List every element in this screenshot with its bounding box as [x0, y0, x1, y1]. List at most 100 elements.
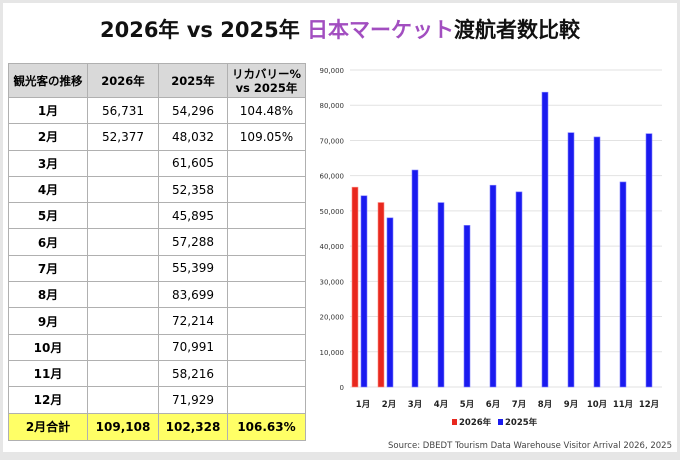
- table-cell: 83,699: [158, 281, 228, 309]
- table-cell: [87, 386, 159, 414]
- x-tick-label: 6月: [486, 400, 500, 410]
- table-cell: 7月: [8, 254, 88, 283]
- y-tick-label: 50,000: [320, 208, 345, 216]
- source-note: Source: DBEDT Tourism Data Warehouse Vis…: [388, 441, 672, 451]
- table-cell: 3月: [8, 149, 88, 177]
- y-tick-label: 90,000: [320, 67, 345, 75]
- table-cell: [87, 333, 159, 361]
- x-tick-label: 2月: [382, 400, 396, 410]
- table-cell: [227, 359, 306, 388]
- y-tick-label: 10,000: [320, 349, 345, 357]
- bar-2025: [541, 91, 549, 388]
- table-cell: [87, 228, 159, 256]
- table-cell: [227, 386, 306, 414]
- table-cell: [87, 281, 159, 309]
- bar-2025: [619, 181, 627, 388]
- table-cell: [87, 149, 159, 177]
- table-cell: 48,032: [158, 123, 228, 151]
- table-cell: 55,399: [158, 254, 228, 283]
- x-tick-label: 7月: [512, 400, 526, 410]
- bar-2025: [489, 184, 497, 388]
- column-header: 観光客の推移: [8, 63, 88, 98]
- table-cell: 52,358: [158, 175, 228, 204]
- total-cell: 109,108: [87, 412, 159, 441]
- table-cell: 72,214: [158, 307, 228, 335]
- column-header: 2025年: [158, 63, 228, 98]
- table-cell: [227, 175, 306, 204]
- bar-2025: [593, 136, 601, 388]
- column-header: 2026年: [87, 63, 159, 98]
- bar-2025: [437, 202, 445, 388]
- table-row: 6月 57,288: [8, 228, 306, 256]
- x-tick-label: 9月: [564, 400, 578, 410]
- table-cell: [227, 202, 306, 230]
- table-cell: 10月: [8, 333, 88, 361]
- table-cell: [227, 254, 306, 283]
- table-cell: 6月: [8, 228, 88, 256]
- total-row: 2月合計 109,108 102,328 106.63%: [8, 412, 306, 441]
- data-table: 観光客の推移 2026年 2025年 リカバリー% vs 2025年 1月 56,731…: [8, 63, 306, 441]
- x-tick-label: 5月: [460, 400, 474, 410]
- table-cell: 8月: [8, 281, 88, 309]
- y-tick-label: 60,000: [320, 173, 345, 181]
- table-row: 11月 58,216: [8, 359, 306, 388]
- table-cell: [87, 175, 159, 204]
- bar-2025: [360, 195, 368, 388]
- total-cell: 106.63%: [227, 412, 306, 441]
- table-cell: 104.48%: [227, 96, 306, 125]
- table-cell: 70,991: [158, 333, 228, 361]
- y-tick-label: 40,000: [320, 243, 345, 251]
- legend-swatch: [498, 419, 503, 425]
- legend-label: 2026年: [459, 417, 492, 428]
- table-cell: [87, 254, 159, 283]
- x-tick-label: 3月: [408, 400, 422, 410]
- table-row: 12月 71,929: [8, 386, 306, 414]
- x-tick-label: 4月: [434, 400, 448, 410]
- legend-label: 2025年: [505, 417, 538, 428]
- bar-2025: [645, 133, 653, 388]
- table-cell: [227, 149, 306, 177]
- total-cell: 2月合計: [8, 412, 88, 441]
- table-row: 3月 61,605: [8, 149, 306, 177]
- legend-swatch: [452, 419, 457, 425]
- table-cell: 58,216: [158, 359, 228, 388]
- table-cell: 71,929: [158, 386, 228, 414]
- total-cell: 102,328: [158, 412, 228, 441]
- y-tick-label: 80,000: [320, 102, 345, 110]
- table-row: 1月 56,731 54,296 104.48%: [8, 96, 306, 125]
- table-cell: 57,288: [158, 228, 228, 256]
- table-cell: 1月: [8, 96, 88, 125]
- bar-chart: 0 10,000 20,000 30,000 40,000 50,000 60,000 70,…: [320, 67, 662, 428]
- bar-2025: [411, 169, 419, 388]
- table-cell: [227, 228, 306, 256]
- x-tick-label: 8月: [538, 400, 552, 410]
- table-cell: 45,895: [158, 202, 228, 230]
- table-row: 4月 52,358: [8, 175, 306, 204]
- bar-2025: [567, 132, 575, 388]
- table-cell: 5月: [8, 202, 88, 230]
- title-highlight: 日本マーケット: [307, 18, 455, 42]
- table-cell: [227, 333, 306, 361]
- column-header: リカバリー% vs 2025年: [227, 63, 306, 98]
- y-tick-label: 20,000: [320, 314, 345, 322]
- table-row: 5月 45,895: [8, 202, 306, 230]
- table-cell: 52,377: [87, 123, 159, 151]
- y-tick-label: 30,000: [320, 278, 345, 286]
- table-row: 8月 83,699: [8, 281, 306, 309]
- x-tick-label: 1月: [356, 400, 370, 410]
- table-row: 7月 55,399: [8, 254, 306, 283]
- table-row: 10月 70,991: [8, 333, 306, 361]
- table-cell: [227, 307, 306, 335]
- y-tick-label: 0: [340, 384, 344, 392]
- bar-2026: [377, 202, 385, 388]
- table-cell: 9月: [8, 307, 88, 335]
- title-part1: 2026年 vs 2025年: [99, 18, 308, 42]
- bar-2025: [463, 225, 471, 388]
- table-cell: [87, 202, 159, 230]
- bar-2025: [515, 191, 523, 388]
- table-cell: [87, 359, 159, 388]
- bar-2026: [351, 186, 359, 388]
- table-cell: [87, 307, 159, 335]
- y-tick-label: 70,000: [320, 137, 345, 145]
- table-cell: 12月: [8, 386, 88, 414]
